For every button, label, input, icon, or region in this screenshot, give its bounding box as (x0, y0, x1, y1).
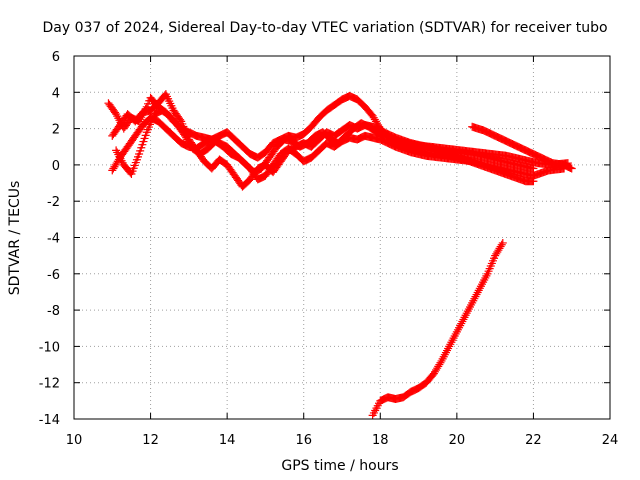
x-tick-label: 18 (372, 433, 389, 448)
x-axis-label: GPS time / hours (281, 458, 398, 474)
x-tick-label: 16 (295, 433, 312, 448)
x-tick-label: 14 (219, 433, 236, 448)
series-track-2 (108, 90, 538, 191)
series-track-4 (112, 106, 572, 178)
data-point (498, 238, 507, 247)
y-tick-label: -10 (39, 340, 60, 355)
x-tick-label: 22 (525, 433, 542, 448)
chart-title: Day 037 of 2024, Sidereal Day-to-day VTE… (42, 20, 607, 36)
data-points (104, 90, 576, 420)
y-tick-label: -14 (39, 413, 60, 428)
y-tick-label: 6 (52, 50, 60, 65)
y-tick-label: -4 (47, 232, 60, 247)
y-tick-label: -8 (47, 304, 60, 319)
y-tick-label: 2 (52, 123, 60, 138)
y-tick-label: -12 (39, 377, 60, 392)
x-tick-label: 10 (66, 433, 83, 448)
series-track-5 (468, 122, 576, 173)
x-tick-label: 24 (602, 433, 619, 448)
y-tick-label: -6 (47, 268, 60, 283)
data-point (567, 164, 576, 173)
x-tick-label: 20 (449, 433, 466, 448)
y-axis-label: SDTVAR / TECUs (7, 181, 23, 296)
data-point (497, 240, 506, 249)
series-track-6 (368, 238, 507, 420)
x-tick-label: 12 (142, 433, 159, 448)
plot-frame (73, 55, 611, 420)
y-tick-label: 0 (52, 159, 60, 174)
data-point (176, 115, 185, 124)
y-tick-label: -2 (47, 195, 60, 210)
y-tick-label: 4 (52, 86, 60, 101)
